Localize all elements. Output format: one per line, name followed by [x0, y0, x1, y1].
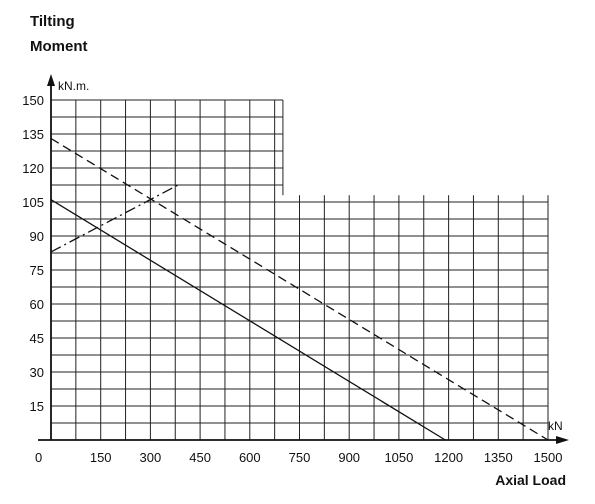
y-tick-label: 15	[30, 399, 44, 414]
y-tick-label: 30	[30, 365, 44, 380]
x-tick-label: 300	[140, 450, 162, 465]
y-tick-label: 90	[30, 229, 44, 244]
y-tick-label: 135	[22, 127, 44, 142]
chart-axes	[38, 74, 569, 444]
x-tick-label: 150	[90, 450, 112, 465]
series-line-solid	[50, 199, 446, 441]
x-tick-label: 1200	[434, 450, 463, 465]
x-tick-label: 900	[338, 450, 360, 465]
x-tick-label: 1350	[484, 450, 513, 465]
x-axis-arrow	[556, 436, 569, 444]
x-axis-unit: kN	[548, 419, 563, 433]
y-tick-label: 45	[30, 331, 44, 346]
chart-grid	[51, 99, 549, 440]
y-tick-label: 120	[22, 161, 44, 176]
origin-label: 0	[35, 450, 42, 465]
y-tick-label: 105	[22, 195, 44, 210]
y-tick-label: 60	[30, 297, 44, 312]
x-tick-label: 750	[289, 450, 311, 465]
x-axis-title: Axial Load	[495, 472, 566, 488]
chart-series	[50, 137, 549, 441]
y-tick-label: 150	[22, 93, 44, 108]
x-tick-label: 600	[239, 450, 261, 465]
series-line-dashed	[50, 137, 549, 441]
chart-title-line-2: Moment	[30, 38, 88, 55]
y-axis-unit: kN.m.	[58, 79, 89, 93]
x-tick-label: 450	[189, 450, 211, 465]
x-tick-label: 1500	[534, 450, 563, 465]
y-axis-arrow	[47, 74, 55, 86]
chart-title-line-1: Tilting	[30, 13, 75, 30]
series-line-dash-dot	[50, 183, 181, 253]
y-tick-label: 75	[30, 263, 44, 278]
chart-tick-labels: 15 30 45 60 75 90 105 120 135 150 150 300 450 600 750 9…	[22, 93, 562, 465]
x-tick-label: 1050	[384, 450, 413, 465]
